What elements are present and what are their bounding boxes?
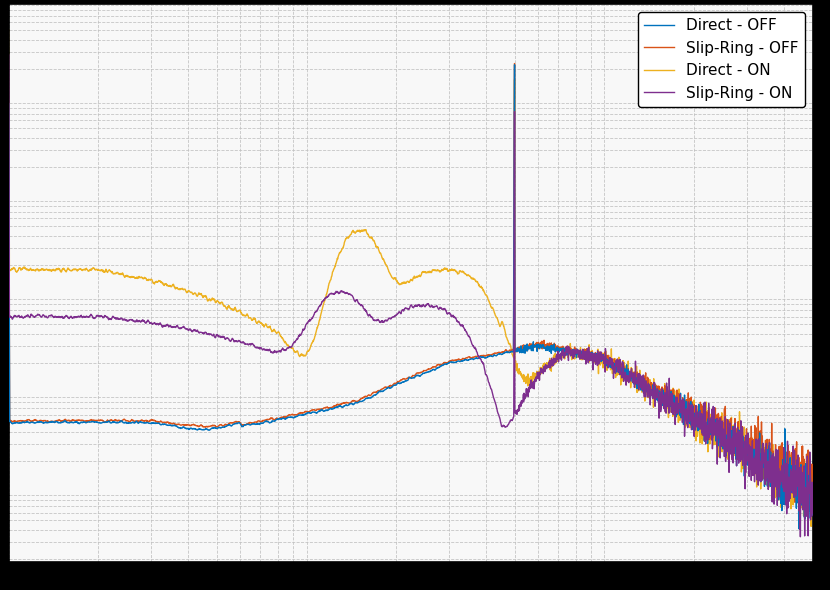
- Slip-Ring - OFF: [95, 417, 105, 424]
- Slip-Ring - OFF: [510, 60, 520, 67]
- Slip-Ring - ON: [792, 467, 802, 474]
- Slip-Ring - ON: [706, 417, 715, 424]
- Direct - OFF: [347, 400, 357, 407]
- Direct - OFF: [510, 61, 520, 68]
- Line: Direct - OFF: Direct - OFF: [8, 65, 813, 529]
- Slip-Ring - ON: [347, 292, 357, 299]
- Line: Slip-Ring - OFF: Slip-Ring - OFF: [8, 64, 813, 509]
- Slip-Ring - ON: [95, 313, 105, 320]
- Slip-Ring - OFF: [3, 100, 13, 107]
- Slip-Ring - OFF: [808, 496, 818, 503]
- Direct - OFF: [312, 409, 322, 417]
- Slip-Ring - ON: [312, 307, 322, 314]
- Line: Direct - ON: Direct - ON: [8, 30, 813, 526]
- Direct - OFF: [95, 419, 105, 427]
- Direct - OFF: [706, 422, 715, 430]
- Slip-Ring - OFF: [706, 415, 715, 422]
- Slip-Ring - OFF: [347, 398, 357, 405]
- Direct - ON: [706, 419, 715, 426]
- Direct - OFF: [143, 419, 153, 426]
- Direct - ON: [3, 26, 13, 33]
- Direct - ON: [95, 267, 105, 274]
- Direct - OFF: [793, 525, 803, 532]
- Direct - OFF: [792, 489, 802, 496]
- Slip-Ring - OFF: [792, 458, 802, 466]
- Direct - ON: [312, 326, 322, 333]
- Legend: Direct - OFF, Slip-Ring - OFF, Direct - ON, Slip-Ring - ON: Direct - OFF, Slip-Ring - OFF, Direct - …: [637, 12, 805, 107]
- Direct - ON: [792, 460, 802, 467]
- Direct - OFF: [808, 496, 818, 503]
- Direct - ON: [808, 480, 818, 487]
- Slip-Ring - ON: [143, 317, 153, 324]
- Slip-Ring - OFF: [312, 406, 322, 413]
- Direct - OFF: [3, 100, 13, 107]
- Slip-Ring - ON: [808, 509, 818, 516]
- Direct - ON: [347, 229, 357, 236]
- Direct - ON: [143, 277, 153, 284]
- Direct - ON: [806, 523, 816, 530]
- Slip-Ring - OFF: [143, 418, 153, 425]
- Slip-Ring - ON: [795, 533, 805, 540]
- Slip-Ring - OFF: [801, 505, 811, 512]
- Line: Slip-Ring - ON: Slip-Ring - ON: [8, 55, 813, 537]
- Slip-Ring - ON: [3, 51, 13, 58]
